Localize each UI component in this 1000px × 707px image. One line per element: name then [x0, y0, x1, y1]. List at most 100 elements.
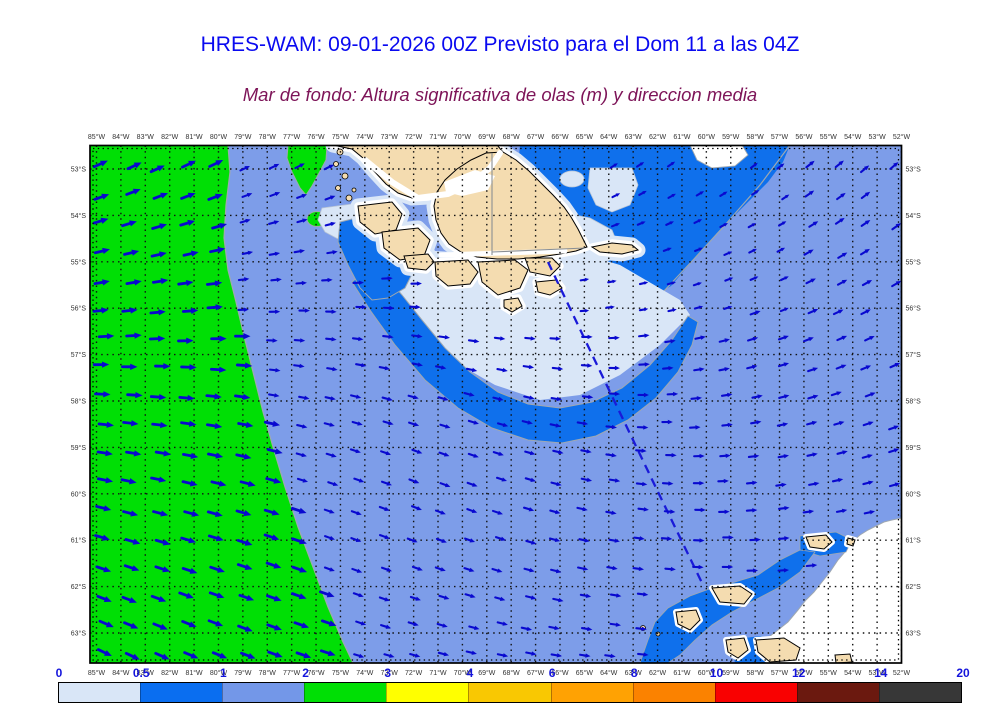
colorbar-segment	[140, 683, 223, 702]
wave-direction-arrow	[324, 535, 335, 541]
wave-direction-arrow	[580, 363, 593, 368]
track-line	[546, 261, 705, 586]
wave-direction-arrow	[150, 594, 167, 602]
wave-direction-arrow	[241, 192, 253, 198]
wave-direction-arrow	[206, 304, 223, 311]
wave-direction-arrow	[353, 653, 365, 658]
wave-direction-arrow	[406, 537, 418, 543]
wave-direction-arrow	[436, 622, 448, 628]
wave-direction-arrow	[861, 454, 873, 459]
wave-direction-arrow	[746, 364, 758, 370]
wave-direction-arrow	[295, 452, 307, 458]
wave-direction-arrow	[467, 419, 479, 425]
wave-direction-arrow	[496, 621, 508, 626]
wave-direction-arrow	[664, 566, 676, 572]
wave-direction-arrow	[746, 568, 759, 573]
wave-direction-arrow	[692, 564, 704, 570]
wave-direction-arrow	[750, 420, 762, 425]
wave-direction-arrow	[805, 160, 815, 169]
wave-direction-arrow	[179, 219, 196, 227]
wave-height-colorbar: 0 0.5 1 2 3 4 6 8 10 12 14 20	[56, 666, 970, 703]
wave-direction-arrow	[751, 189, 760, 196]
beagle-channel	[438, 248, 568, 258]
wave-direction-arrow	[207, 619, 224, 627]
wave-direction-arrow	[578, 538, 590, 543]
wave-direction-arrow	[326, 366, 338, 372]
wave-direction-arrow	[694, 335, 706, 340]
wave-direction-arrow	[294, 163, 305, 170]
wave-direction-arrow	[407, 394, 419, 400]
wave-direction-arrow	[206, 510, 223, 518]
wave-direction-arrow	[864, 335, 875, 342]
wave-direction-arrow	[266, 338, 278, 343]
wave-direction-arrow	[579, 593, 592, 599]
wave-direction-arrow	[409, 652, 421, 658]
wave-direction-arrow	[290, 506, 307, 514]
wave-direction-arrow	[437, 651, 449, 657]
wave-direction-arrow	[834, 217, 845, 225]
lon-label-bottom: 64°W	[600, 669, 618, 677]
wave-direction-arrow	[778, 505, 790, 511]
landmass	[535, 279, 563, 296]
wave-direction-arrow	[608, 538, 620, 543]
wave-direction-arrow	[236, 563, 253, 570]
wave-direction-arrow	[266, 594, 282, 602]
wave-direction-arrow	[523, 567, 535, 573]
wave-direction-arrow	[121, 363, 138, 370]
wave-direction-arrow	[550, 481, 562, 487]
wave-direction-arrow	[607, 279, 617, 284]
wave-direction-arrow	[523, 395, 535, 400]
lon-label-top: 83°W	[137, 133, 155, 141]
wave-direction-arrow	[666, 391, 679, 397]
wave-direction-arrow	[666, 281, 676, 286]
wave-direction-arrow	[240, 651, 256, 659]
wave-direction-arrow	[551, 366, 564, 371]
lon-label-bottom: 53°W	[869, 669, 887, 677]
wave-direction-arrow	[93, 193, 110, 201]
wave-direction-arrow	[834, 160, 844, 169]
wave-direction-arrow	[667, 193, 676, 199]
wave-direction-arrow	[552, 597, 564, 603]
wave-direction-arrow	[182, 250, 199, 257]
wave-direction-arrow	[721, 564, 734, 570]
map-frame-ticks	[92, 147, 900, 661]
wave-direction-arrow	[609, 163, 618, 169]
landmass	[477, 259, 529, 296]
lon-label-bottom: 68°W	[503, 669, 521, 677]
wave-direction-arrow	[351, 567, 363, 573]
wave-direction-arrow	[237, 624, 253, 632]
wave-direction-arrow	[463, 567, 475, 572]
lon-label-bottom: 72°W	[405, 669, 423, 677]
wave-direction-arrow	[409, 595, 421, 601]
wave-direction-arrow	[692, 480, 705, 486]
wave-direction-arrow	[381, 276, 393, 281]
wave-direction-arrow	[859, 248, 870, 256]
wave-direction-arrow	[525, 595, 537, 600]
lat-label-left: 54°S	[71, 212, 87, 220]
wave-direction-arrow	[776, 247, 786, 253]
wave-direction-arrow	[524, 477, 536, 482]
wave-direction-arrow	[662, 365, 674, 371]
wave-direction-arrow	[579, 309, 590, 313]
wave-direction-arrow	[889, 162, 899, 170]
wave-direction-arrow	[749, 537, 761, 542]
wave-direction-arrow	[778, 394, 790, 399]
wave-direction-arrow	[606, 565, 618, 571]
wave-direction-arrow	[463, 392, 475, 397]
lon-label-top: 67°W	[527, 133, 545, 141]
wave-direction-arrow	[719, 223, 728, 229]
wave-direction-arrow	[552, 449, 564, 455]
wave-direction-arrow	[777, 335, 789, 341]
wave-direction-arrow	[411, 565, 423, 571]
wave-direction-arrow	[181, 567, 198, 574]
wave-direction-arrow	[237, 277, 250, 282]
wave-direction-arrow	[805, 278, 816, 285]
wave-direction-arrow	[635, 626, 647, 632]
lon-label-bottom: 71°W	[429, 669, 447, 677]
wave-direction-arrow	[148, 335, 166, 342]
wave-direction-arrow	[327, 481, 339, 487]
wave-direction-arrow	[579, 277, 590, 282]
sea-2-3m-patch	[286, 145, 328, 196]
wave-direction-arrow	[636, 425, 649, 430]
wave-direction-arrow	[780, 276, 789, 282]
